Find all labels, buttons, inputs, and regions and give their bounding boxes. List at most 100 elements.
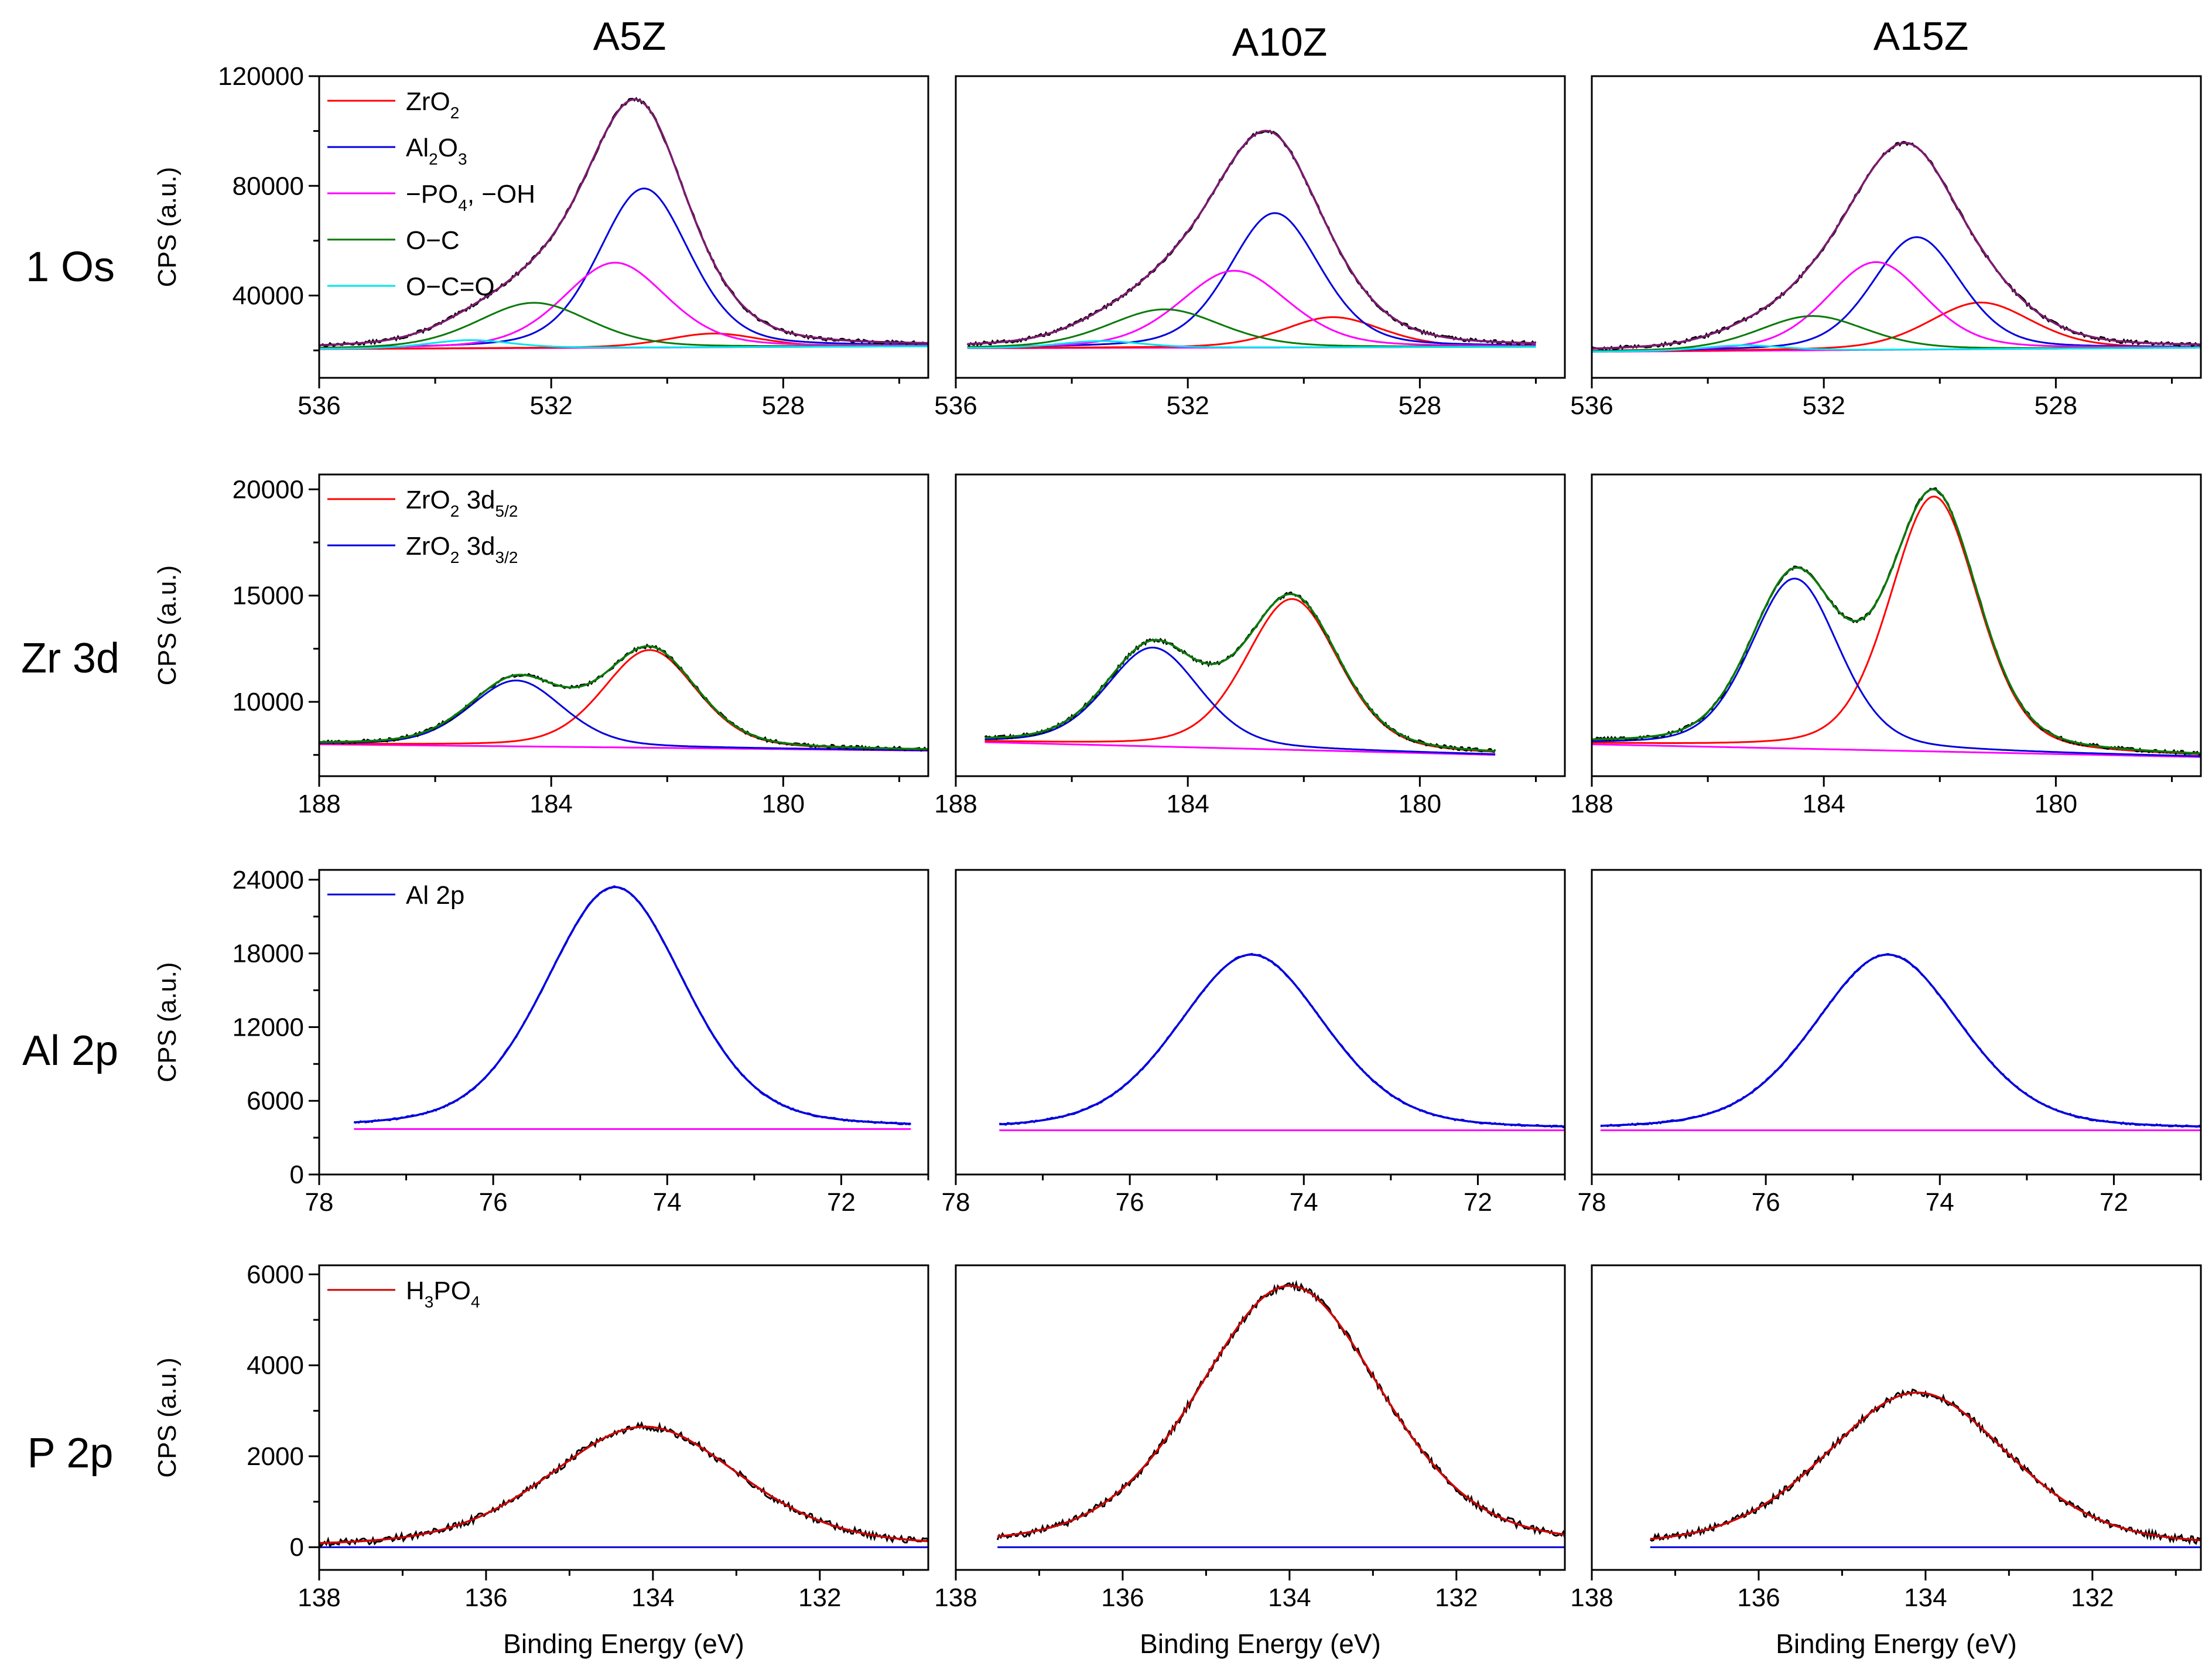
curves-p2p-a5z <box>319 1421 928 1549</box>
component-o1s-a15z-4 <box>1592 344 2201 353</box>
curves-zr3d-a10z <box>984 591 1496 756</box>
axes-frame-p2p-a15z <box>1591 1264 2202 1571</box>
panel-p2p-a10z: 138 136 134 132 Binding Energy (eV) <box>934 1264 1566 1659</box>
component-o1s-a15z-0 <box>1592 301 2201 353</box>
baseline-zr3d-a10z <box>984 741 1496 756</box>
x-tick-label-zr3d-a15z: 180 <box>2035 790 2077 818</box>
panel-o1s-a10z: 536 532 528 <box>934 75 1566 420</box>
axes-frame-p2p-a5z <box>318 1264 929 1571</box>
x-tick-label-o1s-a15z: 536 <box>1570 391 1613 420</box>
raw-data-al2p-a15z <box>1600 952 2201 1128</box>
axes-frame-o1s-a5z <box>318 75 929 379</box>
x-tick-label-al2p-a15z: 78 <box>1578 1188 1606 1217</box>
curves-zr3d-a15z <box>1592 487 2201 758</box>
x-tick-label-zr3d-a5z: 180 <box>762 790 805 818</box>
row-labels: 1 Os Zr 3d Al 2p P 2p <box>21 244 119 1477</box>
curves-al2p-a5z <box>353 885 912 1130</box>
raw-data-zr3d-a15z <box>1592 487 2201 756</box>
panel-zr3d-a5z: 188 184 180 10000 15000 20000 CPS (a.u.) ZrO2 3… <box>153 473 929 818</box>
axes-frame-al2p-a5z <box>318 869 929 1176</box>
row-label-o1s: 1 Os <box>26 244 115 291</box>
legend-al2p-a5z: Al 2p <box>327 881 464 910</box>
panel-p2p-a15z: 138 136 134 132 Binding Energy (eV) <box>1570 1264 2202 1659</box>
y-tick-label-al2p-a5z: 0 <box>290 1160 304 1189</box>
x-tick-label-o1s-a15z: 532 <box>1802 391 1845 420</box>
component-zr3d-a15z-1 <box>1592 578 2201 757</box>
legend-label: Al 2p <box>406 881 464 910</box>
y-tick-label-p2p-a5z: 0 <box>290 1533 304 1562</box>
x-tick-label-p2p-a10z: 134 <box>1268 1583 1311 1612</box>
axes-frame-al2p-a10z <box>955 869 1566 1176</box>
y-tick-label-o1s-a5z: 40000 <box>233 282 304 310</box>
y-axis-label-p2p-a5z: CPS (a.u.) <box>153 1357 182 1477</box>
panel-o1s-a15z: 536 532 528 <box>1570 75 2202 420</box>
x-tick-label-p2p-a5z: 138 <box>298 1583 340 1612</box>
raw-data-zr3d-a5z <box>319 643 928 752</box>
x-tick-label-al2p-a10z: 76 <box>1116 1188 1144 1217</box>
envelope-o1s-a15z <box>1592 142 2201 350</box>
x-tick-label-al2p-a5z: 74 <box>653 1188 682 1217</box>
baseline-zr3d-a15z <box>1592 743 2201 758</box>
x-tick-label-zr3d-a15z: 188 <box>1570 790 1613 818</box>
curves-al2p-a15z <box>1600 952 2201 1131</box>
component-zr3d-a5z-0 <box>319 649 928 751</box>
raw-data-p2p-a5z <box>319 1421 928 1549</box>
axes-frame-al2p-a15z <box>1591 869 2202 1176</box>
curves-o1s-a15z <box>1592 141 2201 353</box>
y-tick-label-al2p-a5z: 24000 <box>233 866 304 894</box>
component-zr3d-a5z-1 <box>319 680 928 752</box>
envelope-al2p-a5z <box>354 886 911 1125</box>
x-tick-label-o1s-a10z: 536 <box>934 391 977 420</box>
legend-label: ZrO2 3d5/2 <box>406 486 518 520</box>
y-tick-label-zr3d-a5z: 15000 <box>233 582 304 610</box>
legend-p2p-a5z: H3PO4 <box>327 1276 480 1311</box>
y-tick-label-al2p-a5z: 12000 <box>233 1013 304 1042</box>
component-o1s-a10z-2 <box>967 269 1536 348</box>
panel-zr3d-a10z: 188 184 180 <box>934 473 1566 818</box>
column-titles: A5Z A10Z A15Z <box>593 14 1969 64</box>
component-o1s-a15z-1 <box>1592 236 2201 352</box>
envelope-zr3d-a15z <box>1592 488 2201 754</box>
x-tick-label-p2p-a15z: 132 <box>2071 1583 2114 1612</box>
envelope-p2p-a10z <box>997 1285 1565 1538</box>
x-tick-label-o1s-a5z: 536 <box>298 391 340 420</box>
x-axis-label-p2p-a5z: Binding Energy (eV) <box>503 1628 744 1659</box>
y-tick-label-zr3d-a5z: 20000 <box>233 475 304 504</box>
x-tick-label-o1s-a5z: 532 <box>529 391 572 420</box>
panel-al2p-a10z: 78 76 74 72 <box>942 869 1566 1217</box>
axes-frame-o1s-a10z <box>955 75 1566 379</box>
envelope-zr3d-a5z <box>319 645 928 750</box>
raw-data-al2p-a10z <box>999 952 1565 1129</box>
legend-label: O−C=O <box>406 272 495 301</box>
panel-o1s-a5z: 536 532 528 40000 80000 120000 CPS (a.u.) ZrO2 A… <box>153 62 929 420</box>
raw-data-al2p-a5z <box>353 885 912 1126</box>
panel-al2p-a15z: 78 76 74 72 <box>1578 869 2202 1217</box>
x-tick-label-al2p-a10z: 74 <box>1290 1188 1318 1217</box>
component-zr3d-a10z-0 <box>984 598 1496 753</box>
x-tick-label-p2p-a5z: 136 <box>464 1583 507 1612</box>
legend-label: ZrO2 <box>406 87 459 122</box>
x-tick-label-zr3d-a5z: 184 <box>529 790 572 818</box>
panel-p2p-a5z: 138 136 134 132 0 2000 4000 6000 CPS (a.u.) Bindi… <box>153 1261 929 1659</box>
legend-label: −PO4, −OH <box>406 180 535 214</box>
x-tick-label-zr3d-a10z: 184 <box>1166 790 1209 818</box>
x-tick-label-al2p-a5z: 78 <box>305 1188 334 1217</box>
envelope-al2p-a15z <box>1600 953 2201 1128</box>
axes-frame-o1s-a15z <box>1591 75 2202 379</box>
x-tick-label-al2p-a15z: 76 <box>1752 1188 1780 1217</box>
component-o1s-a10z-1 <box>967 212 1536 348</box>
envelope-o1s-a5z <box>319 98 928 347</box>
x-tick-label-p2p-a10z: 136 <box>1101 1583 1144 1612</box>
raw-data-o1s-a10z <box>966 129 1537 347</box>
curves-o1s-a5z <box>319 97 928 350</box>
y-tick-label-o1s-a5z: 120000 <box>218 62 304 91</box>
x-tick-label-o1s-a15z: 528 <box>2035 391 2077 420</box>
legend-label: ZrO2 3d3/2 <box>406 532 518 566</box>
column-title-a5z: A5Z <box>593 14 666 59</box>
y-axis-label-al2p-a5z: CPS (a.u.) <box>153 962 182 1082</box>
x-tick-label-p2p-a5z: 132 <box>798 1583 841 1612</box>
axes-frame-zr3d-a10z <box>955 473 1566 777</box>
component-zr3d-a10z-1 <box>984 647 1496 755</box>
y-tick-label-al2p-a5z: 6000 <box>247 1087 304 1115</box>
